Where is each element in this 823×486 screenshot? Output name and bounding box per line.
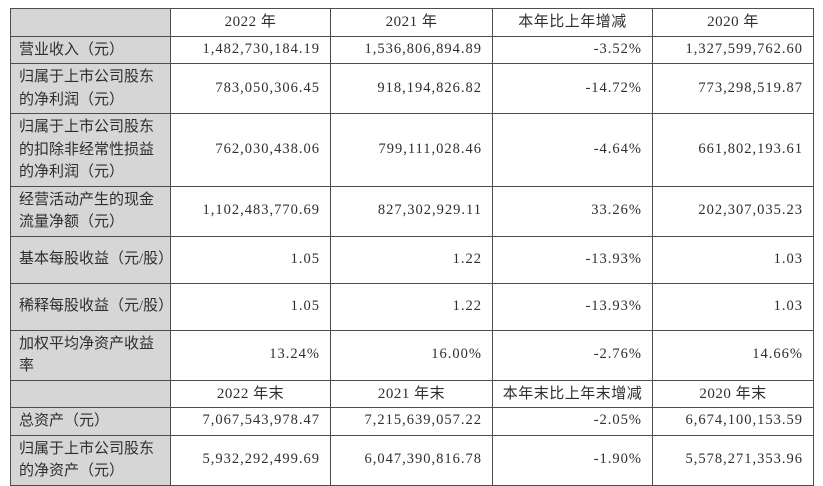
row-label: 营业收入（元）: [10, 35, 171, 64]
col-header-2022: 2022 年: [170, 8, 331, 37]
cell-2022: 13.24%: [170, 329, 331, 381]
cell-2022: 5,932,292,499.69: [170, 434, 331, 486]
cell-change: -2.76%: [492, 329, 653, 381]
row-label: 归属于上市公司股东的净资产（元）: [10, 434, 171, 486]
cell-2021: 1.22: [330, 282, 493, 331]
col-header-2022-eoy: 2022 年末: [170, 379, 331, 408]
table-row-total-assets: 总资产（元） 7,067,543,978.47 7,215,639,057.22…: [10, 407, 814, 436]
cell-change: -4.64%: [492, 113, 653, 187]
table-row-diluted-eps: 稀释每股收益（元/股） 1.05 1.22 -13.93% 1.03: [10, 282, 814, 331]
cell-2022: 762,030,438.06: [170, 113, 331, 187]
cell-2022: 1.05: [170, 282, 331, 331]
col-header-2021-eoy: 2021 年末: [330, 379, 493, 408]
col-header-2021: 2021 年: [330, 8, 493, 37]
cell-change: -2.05%: [492, 407, 653, 436]
cell-2021: 7,215,639,057.22: [330, 407, 493, 436]
row-label: 稀释每股收益（元/股）: [10, 282, 171, 331]
row-label: 归属于上市公司股东的扣除非经常性损益的净利润（元）: [10, 113, 171, 187]
financial-summary-table: 2022 年 2021 年 本年比上年增减 2020 年 营业收入（元） 1,4…: [10, 8, 814, 486]
col-header-yoy-change: 本年比上年增减: [492, 8, 653, 37]
cell-2022: 1,482,730,184.19: [170, 35, 331, 64]
cell-change: -13.93%: [492, 282, 653, 331]
table-row-revenue: 营业收入（元） 1,482,730,184.19 1,536,806,894.8…: [10, 35, 814, 64]
table-row-operating-cash-flow: 经营活动产生的现金流量净额（元） 1,102,483,770.69 827,30…: [10, 185, 814, 237]
cell-2021: 16.00%: [330, 329, 493, 381]
col-header-2020: 2020 年: [652, 8, 814, 37]
col-header-2020-eoy: 2020 年末: [652, 379, 814, 408]
cell-2021: 799,111,028.46: [330, 113, 493, 187]
table-row-weighted-avg-roe: 加权平均净资产收益率 13.24% 16.00% -2.76% 14.66%: [10, 329, 814, 381]
row-label: 总资产（元）: [10, 407, 171, 436]
table-row-net-profit: 归属于上市公司股东的净利润（元） 783,050,306.45 918,194,…: [10, 63, 814, 114]
row-label: 经营活动产生的现金流量净额（元）: [10, 185, 171, 237]
cell-change: -3.52%: [492, 35, 653, 64]
table-row-net-profit-excl-nonrecurring: 归属于上市公司股东的扣除非经常性损益的净利润（元） 762,030,438.06…: [10, 113, 814, 187]
cell-change: -14.72%: [492, 63, 653, 114]
eoy-header-row: 2022 年末 2021 年末 本年末比上年末增减 2020 年末: [10, 379, 814, 408]
cell-2020: 1.03: [652, 282, 814, 331]
corner-cell: [10, 379, 171, 408]
cell-2020: 1,327,599,762.60: [652, 35, 814, 64]
cell-2021: 918,194,826.82: [330, 63, 493, 114]
period-header-row: 2022 年 2021 年 本年比上年增减 2020 年: [10, 8, 814, 37]
cell-2020: 1.03: [652, 235, 814, 284]
cell-2020: 6,674,100,153.59: [652, 407, 814, 436]
cell-2020: 5,578,271,353.96: [652, 434, 814, 486]
cell-2021: 827,302,929.11: [330, 185, 493, 237]
col-header-eoy-change: 本年末比上年末增减: [492, 379, 653, 408]
cell-change: -1.90%: [492, 434, 653, 486]
cell-2020: 14.66%: [652, 329, 814, 381]
row-label: 归属于上市公司股东的净利润（元）: [10, 63, 171, 114]
cell-2022: 783,050,306.45: [170, 63, 331, 114]
table-row-net-assets: 归属于上市公司股东的净资产（元） 5,932,292,499.69 6,047,…: [10, 434, 814, 486]
table-row-basic-eps: 基本每股收益（元/股） 1.05 1.22 -13.93% 1.03: [10, 235, 814, 284]
cell-2021: 6,047,390,816.78: [330, 434, 493, 486]
cell-2020: 202,307,035.23: [652, 185, 814, 237]
corner-cell: [10, 8, 171, 37]
cell-change: 33.26%: [492, 185, 653, 237]
cell-2021: 1,536,806,894.89: [330, 35, 493, 64]
cell-2022: 1.05: [170, 235, 331, 284]
row-label: 加权平均净资产收益率: [10, 329, 171, 381]
cell-2021: 1.22: [330, 235, 493, 284]
cell-2020: 661,802,193.61: [652, 113, 814, 187]
cell-2020: 773,298,519.87: [652, 63, 814, 114]
cell-change: -13.93%: [492, 235, 653, 284]
cell-2022: 1,102,483,770.69: [170, 185, 331, 237]
cell-2022: 7,067,543,978.47: [170, 407, 331, 436]
row-label: 基本每股收益（元/股）: [10, 235, 171, 284]
